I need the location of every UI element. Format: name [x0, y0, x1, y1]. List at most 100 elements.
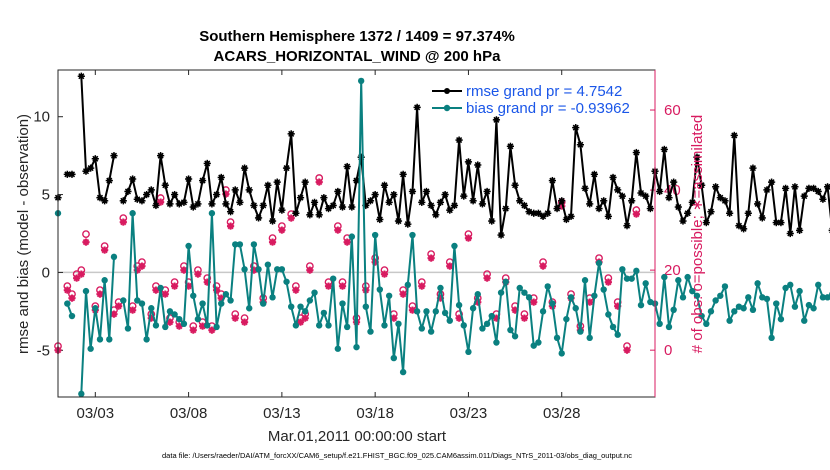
rmse-point-star: [795, 226, 804, 234]
obs-assimilated-point: [539, 262, 547, 270]
obs-assimilated-point: [63, 286, 71, 294]
bias-point: [539, 308, 547, 315]
rmse-point-star: [530, 209, 538, 217]
bias-point: [120, 297, 127, 304]
bias-point: [544, 283, 551, 290]
obs-assimilated-point: [157, 198, 165, 206]
bias-point: [246, 305, 253, 312]
bias-point: [801, 317, 808, 324]
rmse-point-star: [558, 197, 566, 205]
bias-point: [665, 323, 673, 331]
legend: rmse grand pr = 4.7542 bias grand pr = -…: [432, 83, 630, 117]
x-tick-label: 03/08: [170, 405, 208, 422]
rmse-point-star: [236, 198, 244, 206]
rmse-point-star: [380, 181, 389, 189]
rmse-point-star: [278, 206, 286, 214]
obs-assimilated-point: [632, 210, 640, 218]
rmse-point-star: [478, 200, 487, 208]
bias-point: [703, 320, 710, 328]
bias-point: [614, 331, 621, 338]
bias-point: [357, 77, 365, 85]
rmse-series-line: [122, 106, 830, 237]
rmse-point-star: [226, 208, 235, 216]
bias-point: [637, 301, 645, 309]
rmse-point-star: [656, 187, 664, 196]
rmse-point-star: [544, 209, 552, 217]
rmse-point-star: [679, 217, 687, 225]
rmse-point-star: [604, 212, 612, 220]
rmse-point-star: [674, 203, 682, 211]
bias-point: [320, 309, 328, 317]
rmse-point-star: [273, 178, 281, 186]
rmse-point-star: [581, 184, 589, 192]
bias-point: [796, 287, 803, 295]
obs-assimilated-point: [343, 238, 351, 246]
bias-point: [78, 390, 85, 398]
rmse-point-star: [548, 176, 556, 185]
obs-assimilated-point: [77, 270, 85, 278]
bias-point: [437, 284, 444, 292]
bias-point: [301, 308, 309, 315]
y-right-tick-label: 20: [664, 262, 681, 279]
obs-assimilated-point: [189, 326, 197, 334]
legend-rmse-marker: [444, 88, 450, 94]
bias-point: [87, 345, 94, 352]
bias-point: [353, 343, 360, 351]
bias-point: [563, 315, 570, 323]
rmse-point-star: [562, 215, 570, 224]
obs-assimilated-point: [338, 282, 347, 290]
rmse-point-star: [576, 141, 584, 149]
rmse-point-star: [590, 170, 598, 178]
rmse-point-star: [609, 173, 617, 182]
obs-assimilated-point: [231, 314, 239, 322]
rmse-point-star: [96, 194, 104, 202]
rmse-point-star: [744, 209, 752, 217]
rmse-point-star: [329, 201, 337, 210]
bias-point: [684, 273, 691, 281]
obs-assimilated-point: [334, 226, 342, 234]
rmse-point-star: [264, 181, 272, 189]
chart-title-line2: ACARS_HORIZONTAL_WIND @ 200 hPa: [214, 48, 502, 65]
bias-point: [404, 281, 412, 289]
rmse-point-star: [152, 201, 160, 210]
rmse-point-star: [460, 192, 468, 200]
bias-point: [264, 261, 272, 268]
rmse-point-star: [688, 198, 696, 206]
bias-point: [600, 286, 607, 293]
bias-point: [236, 241, 244, 248]
rmse-point-star: [203, 159, 211, 168]
rmse-point-star: [189, 203, 197, 211]
rmse-point-star: [320, 194, 328, 202]
rmse-point-star: [198, 176, 207, 185]
rmse-point-star: [315, 211, 323, 219]
rmse-point-star: [105, 176, 113, 185]
rmse-point-star: [660, 145, 668, 154]
rmse-point-star: [171, 190, 179, 199]
rmse-point-star: [376, 215, 384, 224]
rmse-point-star: [553, 204, 561, 213]
bias-point: [460, 322, 467, 329]
bias-point: [777, 315, 785, 323]
bias-point: [787, 281, 794, 289]
obs-assimilated-point: [96, 290, 104, 298]
rmse-point-star: [791, 183, 799, 191]
bias-point: [553, 334, 561, 342]
rmse-point-star: [637, 189, 645, 197]
chart-title-line1: Southern Hemisphere 1372 / 1409 = 97.374…: [199, 28, 515, 45]
x-tick-label: 03/28: [543, 405, 581, 422]
bias-point: [507, 326, 514, 334]
rmse-point-star: [138, 197, 146, 205]
bias-point: [749, 306, 757, 313]
rmse-point-star: [408, 187, 417, 196]
bias-point: [483, 320, 491, 328]
bias-point: [339, 300, 346, 307]
rmse-point-star: [446, 206, 454, 214]
bias-point: [213, 323, 220, 331]
bias-point: [96, 336, 104, 343]
obs-assimilated-point: [82, 238, 90, 246]
bias-point: [134, 297, 141, 304]
rmse-point-star: [534, 209, 542, 217]
obs-assimilated-point: [520, 314, 529, 322]
bias-point: [418, 325, 425, 332]
